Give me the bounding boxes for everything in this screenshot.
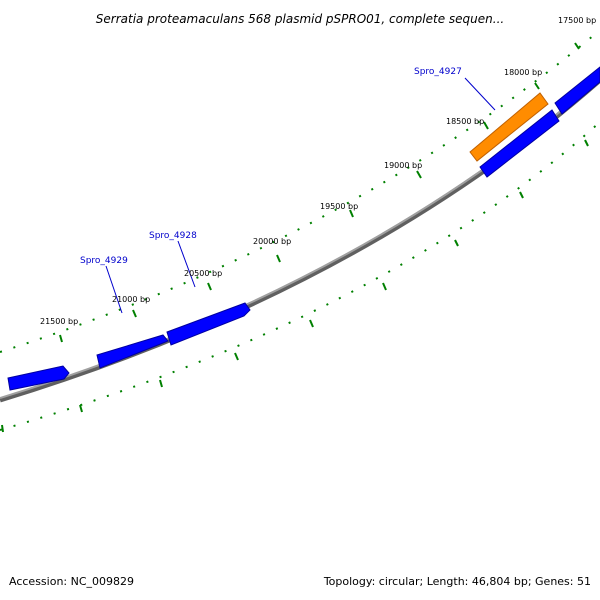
gene-label[interactable]: Spro_4927 — [414, 67, 462, 77]
tick-label: 19000 bp — [384, 161, 422, 170]
major-tick — [207, 282, 212, 291]
tick-label: 20000 bp — [253, 237, 291, 246]
major-tick — [416, 170, 422, 179]
tick-label: 20500 bp — [184, 269, 222, 278]
tick-label: 17500 bp — [558, 16, 596, 25]
leader-line — [177, 240, 196, 288]
gene-spro-4927[interactable] — [469, 92, 549, 162]
major-tick — [309, 319, 314, 328]
major-tick — [584, 139, 589, 147]
gene-left[interactable] — [7, 365, 70, 391]
gene-spro-4929[interactable] — [96, 334, 169, 369]
major-tick — [159, 379, 163, 388]
major-tick — [534, 82, 540, 90]
tick-label: 18000 bp — [504, 68, 542, 77]
major-ticks — [1, 42, 589, 433]
outer-tick-ring — [0, 29, 600, 353]
major-tick — [382, 282, 387, 291]
major-tick — [1, 424, 4, 433]
gene-label-leaders — [105, 77, 496, 314]
major-tick — [519, 191, 524, 199]
accession-text: Accession: NC_009829 — [9, 575, 134, 588]
major-tick — [234, 352, 239, 361]
major-tick — [454, 239, 459, 247]
tick-label: 21000 bp — [112, 295, 150, 304]
inner-tick-ring — [0, 121, 600, 431]
tick-label: 21500 bp — [40, 317, 78, 326]
major-tick — [59, 334, 63, 343]
major-tick — [79, 404, 83, 413]
major-tick — [574, 42, 580, 50]
tick-label: 19500 bp — [320, 202, 358, 211]
gene-top-right[interactable] — [554, 66, 600, 115]
gene-track — [7, 66, 600, 391]
major-tick — [349, 209, 354, 218]
map-title: Serratia proteamaculans 568 plasmid pSPR… — [96, 12, 504, 26]
gene-label[interactable]: Spro_4928 — [149, 231, 197, 241]
major-tick — [276, 254, 281, 263]
major-tick — [483, 121, 489, 130]
gene-spro-4928[interactable] — [166, 302, 251, 346]
major-tick — [132, 309, 137, 318]
gene-spro-4927-partner[interactable] — [479, 109, 560, 178]
gene-label[interactable]: Spro_4929 — [80, 256, 128, 266]
leader-line — [464, 77, 496, 111]
leader-line — [105, 265, 123, 314]
topology-summary: Topology: circular; Length: 46,804 bp; G… — [323, 575, 591, 588]
tick-label: 18500 bp — [446, 117, 484, 126]
